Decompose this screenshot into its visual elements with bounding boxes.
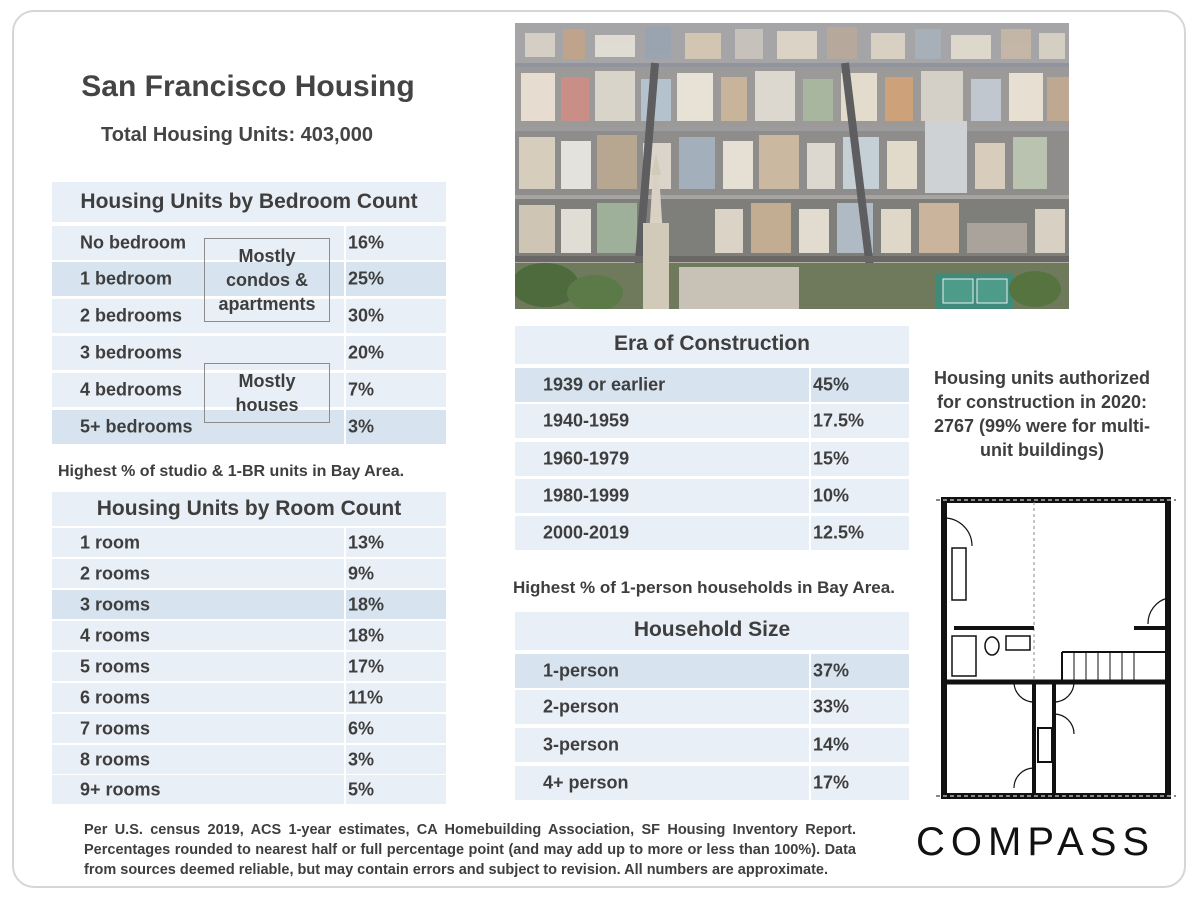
table-row: 7 rooms 6% bbox=[52, 714, 446, 743]
household-table: Household Size 1-person 37% 2-person 33% 3… bbox=[515, 612, 909, 804]
slide-frame bbox=[12, 10, 1186, 888]
table-row: 3-person 14% bbox=[515, 728, 909, 762]
bedroom-table: Housing Units by Bedroom Count No bedroo… bbox=[52, 182, 446, 446]
table-row: 3 bedrooms 20% bbox=[52, 336, 446, 370]
household-note: Highest % of 1-person households in Bay … bbox=[513, 578, 895, 597]
column-divider bbox=[809, 368, 811, 552]
table-row: 1 room 13% bbox=[52, 528, 446, 557]
era-table-header: Era of Construction bbox=[515, 326, 909, 364]
table-row: 2 rooms 9% bbox=[52, 559, 446, 588]
company-logo: COMPASS bbox=[916, 820, 1156, 864]
table-row: 1980-1999 10% bbox=[515, 479, 909, 513]
bedroom-table-header: Housing Units by Bedroom Count bbox=[52, 182, 446, 222]
table-row: 4 bedrooms 7% bbox=[52, 373, 446, 407]
table-row: 8 rooms 3% bbox=[52, 745, 446, 774]
table-row: 1940-1959 17.5% bbox=[515, 404, 909, 438]
table-row: No bedroom 16% bbox=[52, 226, 446, 260]
table-row: 1-person 37% bbox=[515, 654, 909, 688]
city-aerial-photo bbox=[515, 23, 1069, 309]
table-row: 1960-1979 15% bbox=[515, 442, 909, 476]
construction-authorized-text: Housing units authorized for constructio… bbox=[933, 368, 1151, 460]
houses-note-box: Mostly houses bbox=[204, 363, 330, 423]
floor-plan-drawing bbox=[934, 488, 1178, 808]
table-row: 2 bedrooms 30% bbox=[52, 299, 446, 333]
room-table: Housing Units by Room Count 1 room 13% 2 … bbox=[52, 492, 446, 804]
page-title: San Francisco Housing bbox=[81, 70, 415, 103]
column-divider bbox=[344, 528, 346, 804]
table-row: 2-person 33% bbox=[515, 690, 909, 724]
table-row: 5 rooms 17% bbox=[52, 652, 446, 681]
table-row: 9+ rooms 5% bbox=[52, 775, 446, 804]
total-units: Total Housing Units: 403,000 bbox=[101, 124, 373, 146]
bedroom-note: Highest % of studio & 1-BR units in Bay … bbox=[58, 463, 405, 480]
table-row: 4 rooms 18% bbox=[52, 621, 446, 650]
table-row: 1 bedroom 25% bbox=[52, 262, 446, 296]
era-table: Era of Construction 1939 or earlier 45% 1… bbox=[515, 326, 909, 552]
table-row: 1939 or earlier 45% bbox=[515, 368, 909, 402]
table-row: 6 rooms 11% bbox=[52, 683, 446, 712]
column-divider bbox=[344, 226, 346, 446]
table-row: 5+ bedrooms 3% bbox=[52, 410, 446, 444]
condos-note-box: Mostly condos & apartments bbox=[204, 238, 330, 322]
source-footnote: Per U.S. census 2019, ACS 1-year estimat… bbox=[84, 822, 856, 878]
household-table-header: Household Size bbox=[515, 612, 909, 650]
column-divider bbox=[809, 654, 811, 804]
room-table-header: Housing Units by Room Count bbox=[52, 492, 446, 526]
table-row: 2000-2019 12.5% bbox=[515, 516, 909, 550]
table-row: 4+ person 17% bbox=[515, 766, 909, 800]
table-row: 3 rooms 18% bbox=[52, 590, 446, 619]
